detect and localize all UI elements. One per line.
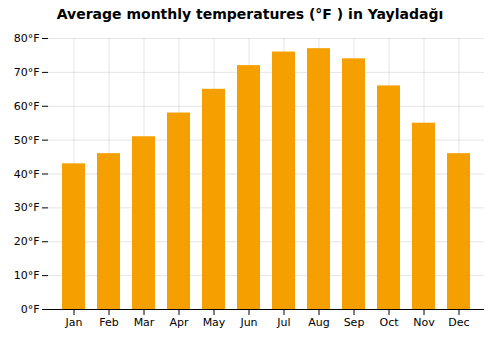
svg-text:Jul: Jul: [276, 316, 290, 329]
svg-text:Aug: Aug: [308, 316, 329, 329]
svg-text:10°F: 10°F: [14, 269, 40, 282]
svg-text:Jan: Jan: [65, 316, 83, 329]
svg-text:80°F: 80°F: [14, 32, 40, 45]
svg-text:Apr: Apr: [169, 316, 189, 329]
svg-text:Mar: Mar: [134, 316, 155, 329]
svg-text:50°F: 50°F: [14, 134, 40, 147]
svg-text:60°F: 60°F: [14, 100, 40, 113]
svg-text:Sep: Sep: [344, 316, 365, 329]
svg-text:20°F: 20°F: [14, 235, 40, 248]
html-text:Average monthly temperatures (: Average monthly temperatures (°F ) in Ya…: [56, 6, 444, 22]
svg-text:0°F: 0°F: [21, 303, 40, 316]
svg-text:40°F: 40°F: [14, 168, 40, 181]
svg-text:30°F: 30°F: [14, 201, 40, 214]
svg-text:Jun: Jun: [239, 316, 257, 329]
svg-text:Nov: Nov: [413, 316, 435, 329]
svg-text:Oct: Oct: [379, 316, 399, 329]
svg-text:70°F: 70°F: [14, 66, 40, 79]
svg-text:May: May: [203, 316, 226, 329]
svg-text:Feb: Feb: [99, 316, 118, 329]
svg-text:Dec: Dec: [448, 316, 469, 329]
